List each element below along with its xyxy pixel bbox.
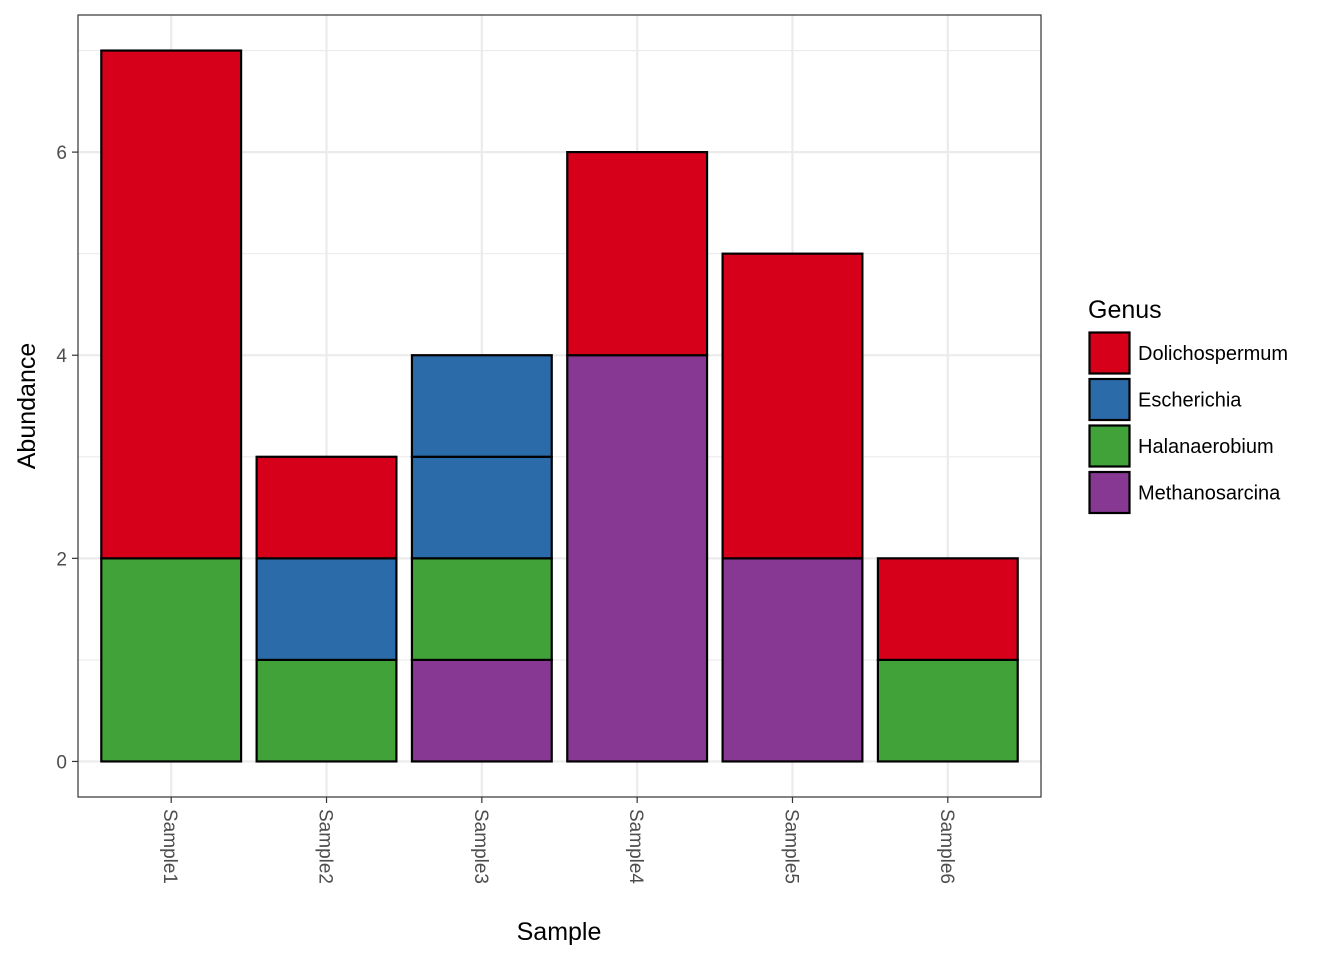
- y-tick-label: 4: [56, 346, 67, 367]
- x-tick-label: Sample4: [625, 809, 646, 884]
- legend: Genus Dolichospermum Escherichia Halanaero…: [1088, 296, 1288, 515]
- x-axis-title: Sample: [517, 918, 602, 946]
- y-axis: 0 2 4 6: [56, 143, 78, 773]
- x-tick-label: Sample5: [780, 809, 801, 884]
- x-tick-label: Sample2: [315, 809, 336, 884]
- bar-segment: [410, 354, 553, 458]
- bar-segment: [100, 557, 243, 763]
- x-tick-label: Sample3: [470, 809, 491, 884]
- y-tick-label: 6: [56, 143, 67, 164]
- bar-segment: [566, 151, 709, 357]
- legend-swatch: [1088, 331, 1131, 375]
- x-axis: Sample1 Sample2 Sample3 Sample4 Sample5 Sampl…: [159, 797, 957, 884]
- x-tick-label: Sample6: [936, 809, 957, 884]
- bar-segment: [100, 49, 243, 560]
- bar-segment: [255, 455, 398, 560]
- legend-label: Escherichia: [1138, 390, 1242, 412]
- legend-title: Genus: [1088, 296, 1162, 324]
- legend-label: Halanaerobium: [1138, 436, 1274, 458]
- bar-segment: [721, 557, 864, 763]
- bar-segment: [876, 557, 1019, 661]
- plot-panel-border: [77, 14, 1042, 798]
- y-tick-label: 0: [56, 752, 67, 773]
- bar-segment: [410, 557, 553, 661]
- legend-swatch: [1088, 424, 1131, 468]
- x-tick-label: Sample1: [159, 809, 180, 884]
- legend-label: Dolichospermum: [1138, 343, 1288, 365]
- legend-swatch: [1088, 470, 1131, 515]
- bar-segment: [876, 658, 1019, 763]
- legend-swatch: [1088, 377, 1131, 422]
- y-axis-title: Abundance: [13, 343, 41, 470]
- bar-segment: [721, 252, 864, 560]
- bar-segment: [255, 658, 398, 763]
- bar-segment: [255, 557, 398, 661]
- bar-segment: [566, 354, 709, 763]
- bar-segment: [410, 455, 553, 560]
- y-tick-label: 2: [56, 549, 67, 570]
- legend-label: Methanosarcina: [1138, 483, 1281, 505]
- bars: [100, 49, 1019, 763]
- bar-segment: [410, 658, 553, 763]
